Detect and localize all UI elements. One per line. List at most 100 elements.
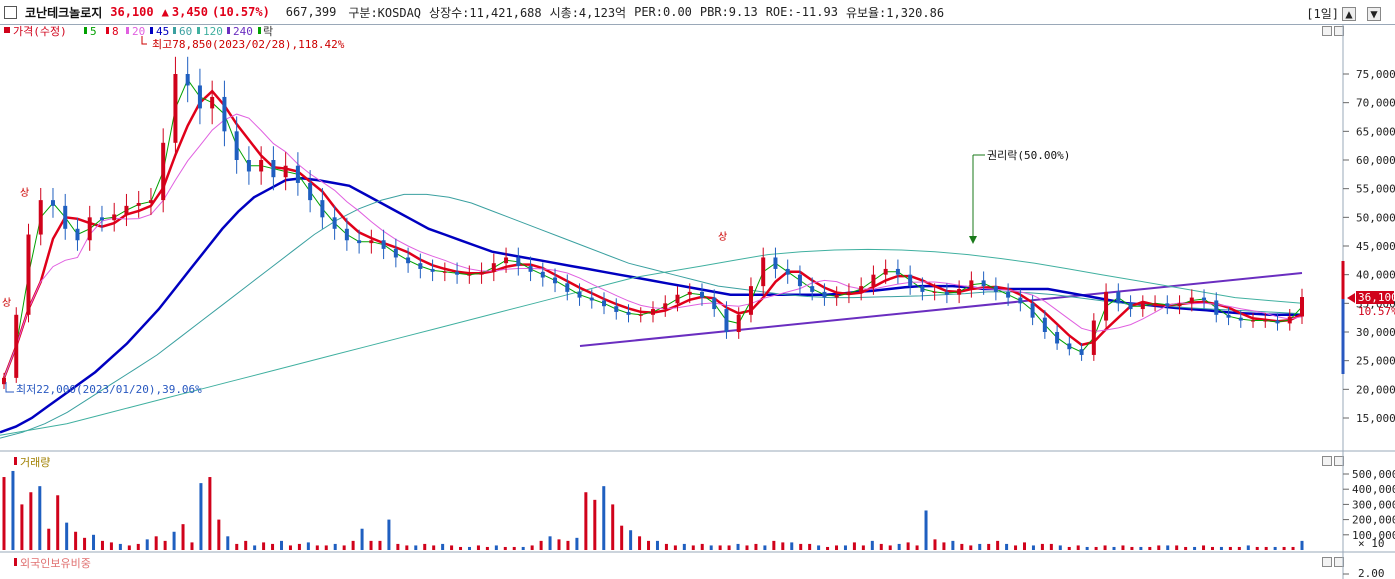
volume-bar[interactable] (1148, 546, 1152, 550)
candle-body[interactable] (87, 217, 92, 241)
volume-bar[interactable] (557, 539, 561, 550)
candle-body[interactable] (883, 268, 888, 275)
candle-body[interactable] (455, 271, 460, 275)
candle-body[interactable] (14, 314, 19, 378)
volume-bar[interactable] (1193, 546, 1197, 550)
volume-bar[interactable] (1031, 545, 1035, 550)
volume-bar[interactable] (808, 543, 812, 550)
candle-body[interactable] (344, 228, 349, 241)
volume-bar[interactable] (1058, 545, 1062, 550)
volume-bar[interactable] (92, 534, 96, 550)
volume-bar[interactable] (262, 542, 266, 550)
candle-body[interactable] (136, 203, 141, 206)
volume-bar[interactable] (1184, 546, 1188, 550)
candle-body[interactable] (320, 200, 325, 218)
candle-body[interactable] (785, 268, 790, 275)
candle-body[interactable] (75, 228, 80, 241)
foreign-panel-minimize-icon[interactable] (1322, 557, 1332, 567)
volume-bar[interactable] (163, 540, 167, 550)
volume-bar[interactable] (396, 543, 400, 550)
volume-bar[interactable] (620, 525, 624, 550)
volume-bar[interactable] (360, 528, 364, 550)
volume-bar[interactable] (1040, 543, 1044, 550)
candle-body[interactable] (246, 160, 251, 172)
legend-ma20[interactable]: 20 (132, 25, 145, 38)
volume-bar[interactable] (673, 545, 677, 550)
volume-bar[interactable] (924, 510, 928, 550)
volume-bar[interactable] (235, 543, 239, 550)
legend-ma45[interactable]: 45 (156, 25, 169, 38)
volume-bar[interactable] (852, 542, 856, 550)
candle-body[interactable] (908, 274, 913, 287)
volume-bar[interactable] (503, 546, 507, 550)
candle-body[interactable] (1263, 320, 1268, 322)
volume-bar[interactable] (602, 486, 606, 550)
candle-body[interactable] (26, 234, 31, 315)
volume-bar[interactable] (996, 540, 1000, 550)
candle-body[interactable] (748, 286, 753, 315)
candle-body[interactable] (357, 240, 362, 244)
volume-bar[interactable] (709, 545, 713, 550)
volume-bar[interactable] (432, 545, 436, 550)
select-checkbox[interactable] (4, 5, 17, 19)
period-selector[interactable]: [1일] (1306, 7, 1339, 21)
volume-bar[interactable] (736, 543, 740, 550)
candle-body[interactable] (479, 271, 484, 275)
volume-bar[interactable] (942, 542, 946, 550)
volume-bar[interactable] (566, 540, 570, 550)
volume-bar[interactable] (1273, 546, 1277, 550)
volume-bar[interactable] (1210, 546, 1214, 550)
candle-body[interactable] (651, 309, 655, 315)
candle-body[interactable] (565, 283, 570, 292)
candle-body[interactable] (1238, 317, 1243, 321)
candle-body[interactable] (418, 263, 423, 269)
ma-8-line[interactable] (2, 89, 1303, 379)
volume-bar[interactable] (530, 545, 534, 550)
candle-body[interactable] (993, 286, 998, 292)
volume-bar[interactable] (1237, 546, 1241, 550)
candle-body[interactable] (1079, 349, 1084, 355)
candle-body[interactable] (822, 291, 827, 298)
ma-45-line[interactable] (0, 177, 1302, 434)
volume-bar[interactable] (933, 539, 937, 550)
volume-bar[interactable] (65, 522, 69, 550)
volume-bar[interactable] (127, 545, 131, 550)
candle-body[interactable] (50, 200, 55, 206)
volume-bar[interactable] (1264, 546, 1268, 550)
ma-120-line[interactable] (0, 248, 1303, 436)
candle-body[interactable] (846, 291, 851, 295)
candle-body[interactable] (638, 314, 643, 316)
volume-bar[interactable] (754, 543, 758, 550)
volume-bar[interactable] (1219, 546, 1223, 550)
volume-bar[interactable] (978, 543, 982, 550)
volume-bar[interactable] (244, 540, 248, 550)
volume-bar[interactable] (288, 545, 292, 550)
volume-bar[interactable] (1049, 543, 1053, 550)
volume-bar[interactable] (1022, 542, 1026, 550)
volume-bar[interactable] (655, 540, 659, 550)
candle-body[interactable] (626, 311, 631, 315)
volume-bar[interactable] (781, 542, 785, 550)
volume-bar[interactable] (799, 543, 803, 550)
volume-bar[interactable] (1130, 546, 1134, 550)
volume-bar[interactable] (1094, 546, 1098, 550)
volume-bar[interactable] (306, 542, 310, 550)
candle-body[interactable] (381, 240, 386, 249)
candle-body[interactable] (504, 257, 509, 264)
candle-body[interactable] (1226, 314, 1231, 318)
volume-bar[interactable] (1255, 546, 1259, 550)
legend-price[interactable]: 가격(수정) (13, 25, 67, 38)
candle-body[interactable] (1300, 297, 1304, 317)
volume-bar[interactable] (960, 543, 964, 550)
volume-bar[interactable] (459, 546, 463, 550)
candle-body[interactable] (810, 286, 815, 292)
candle-body[interactable] (1042, 317, 1047, 332)
candle-body[interactable] (332, 217, 337, 229)
volume-bar[interactable] (190, 542, 194, 550)
volume-bar[interactable] (199, 483, 203, 550)
candle-body[interactable] (271, 160, 276, 178)
candle-body[interactable] (773, 257, 778, 269)
trendline-upper[interactable] (579, 272, 1303, 347)
candle-body[interactable] (602, 300, 607, 307)
candle-body[interactable] (859, 286, 864, 292)
